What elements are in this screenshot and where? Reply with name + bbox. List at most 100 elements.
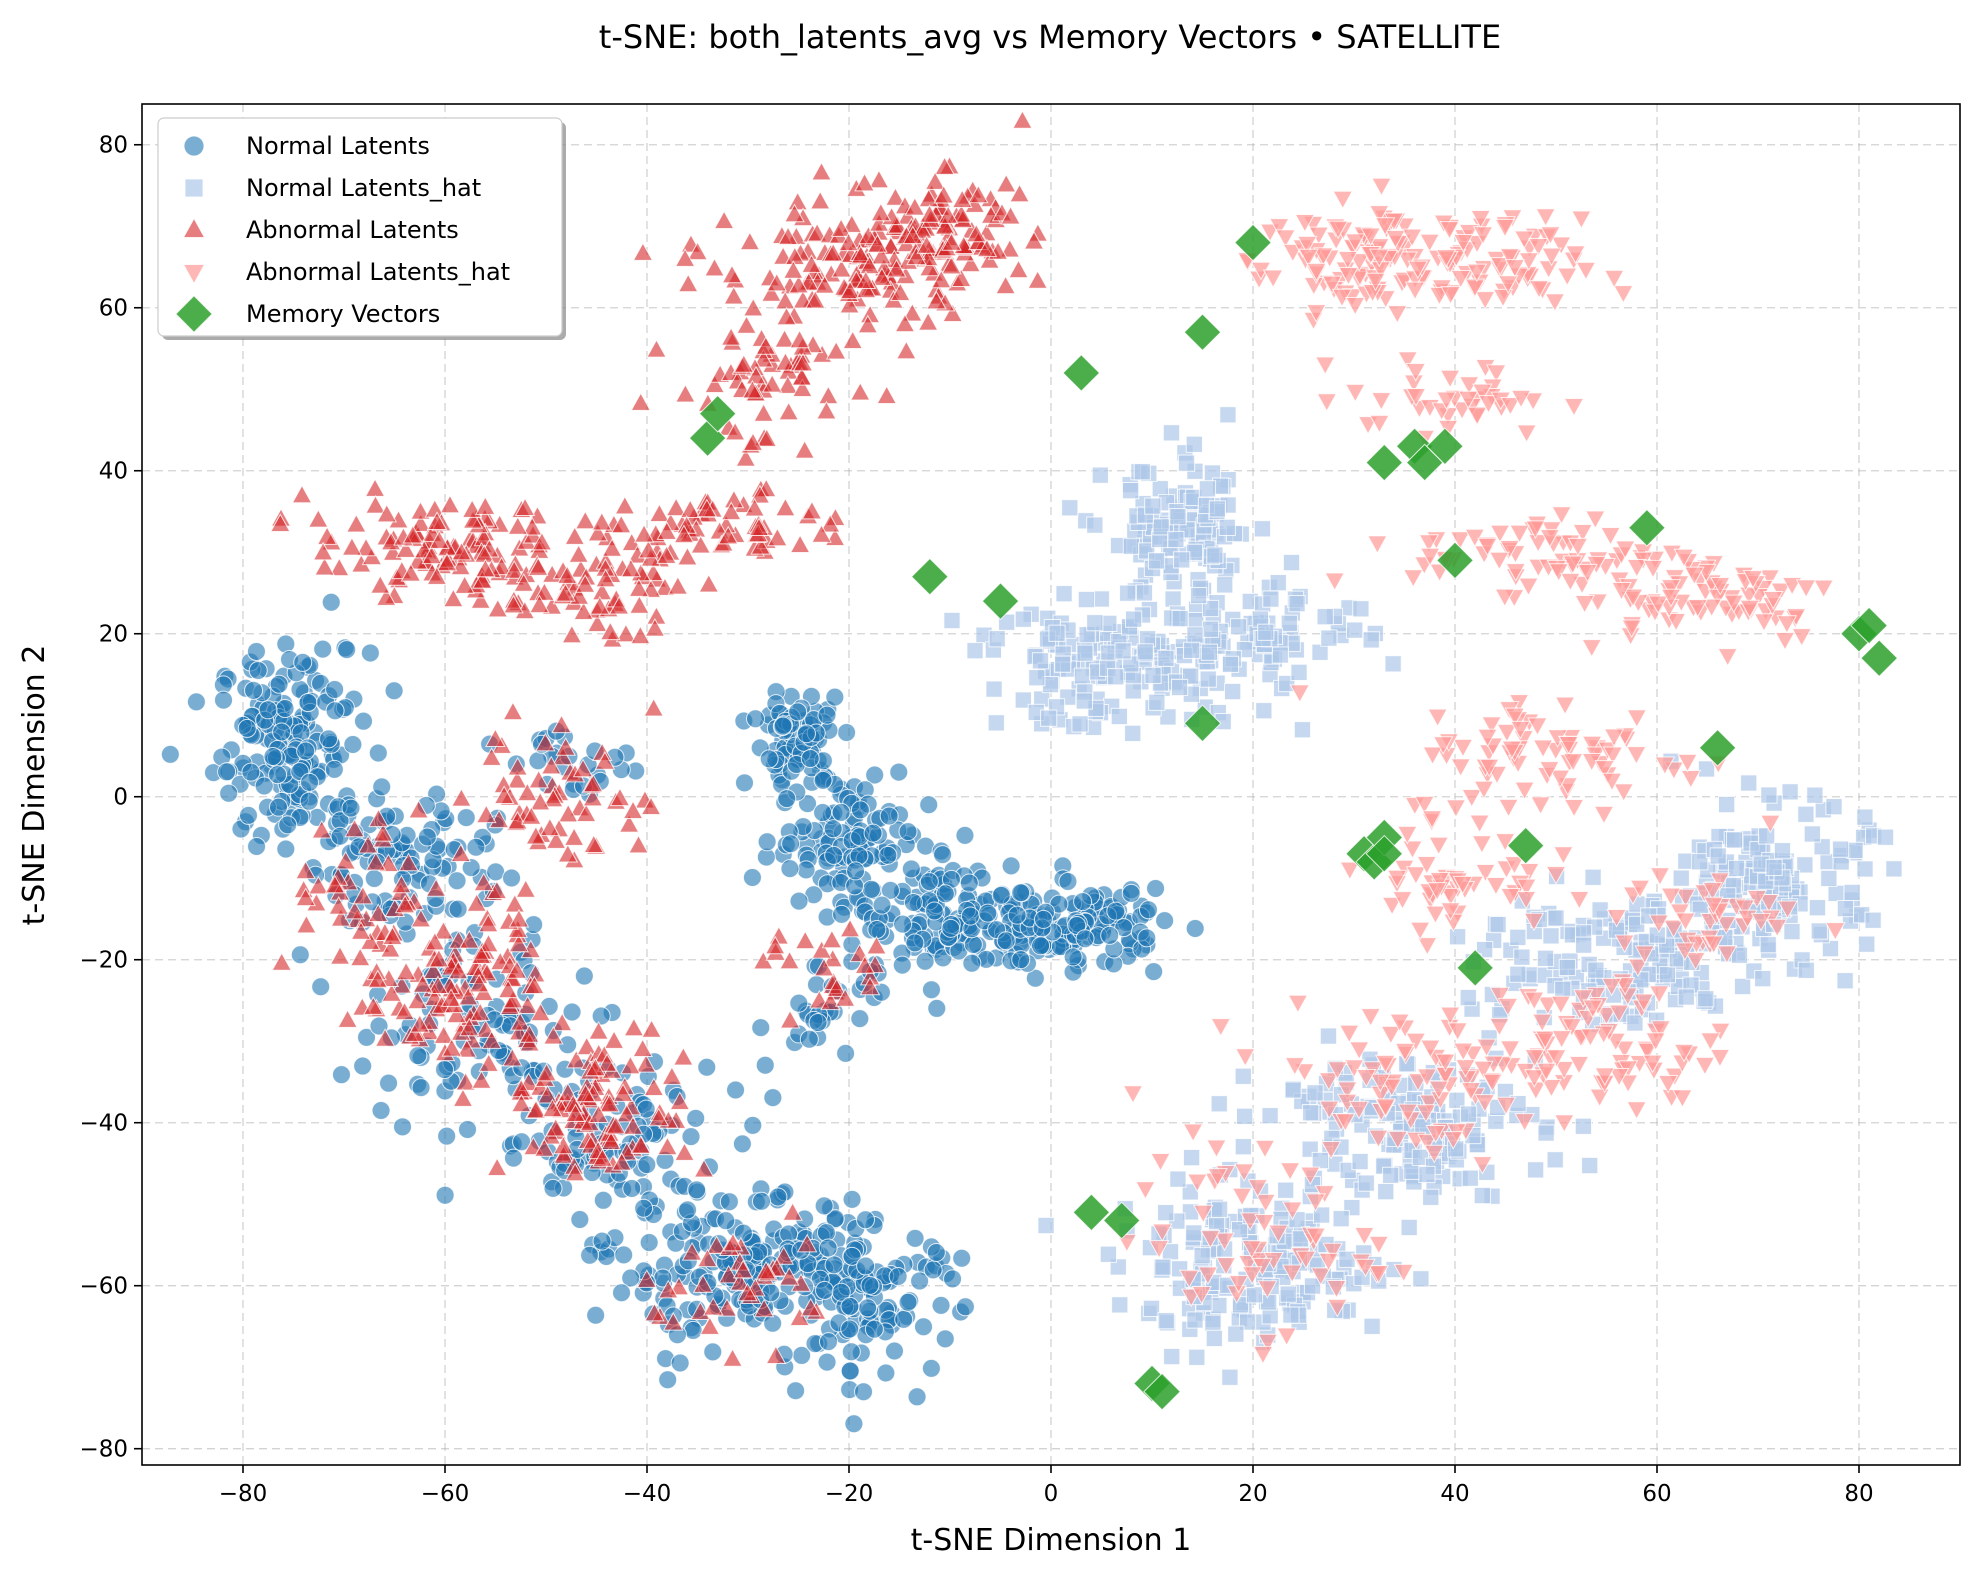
data-point <box>756 428 778 447</box>
data-point <box>1405 363 1427 382</box>
data-point <box>1061 499 1079 517</box>
data-point <box>1011 883 1031 903</box>
data-point <box>867 234 888 253</box>
data-point <box>1581 639 1603 658</box>
data-point <box>686 1108 706 1128</box>
data-point <box>517 782 538 802</box>
data-point <box>1387 305 1408 324</box>
data-point <box>840 1361 860 1381</box>
data-point <box>1614 977 1636 996</box>
data-point <box>649 503 670 523</box>
data-point <box>1806 786 1824 804</box>
data-point <box>1797 805 1815 823</box>
data-point <box>1482 1073 1503 1093</box>
data-point <box>1613 285 1634 304</box>
data-point <box>276 634 296 654</box>
data-point <box>1660 887 1682 907</box>
data-point <box>658 1370 678 1390</box>
data-point <box>1558 958 1576 977</box>
data-point <box>1510 720 1531 740</box>
data-point <box>675 383 696 403</box>
data-point <box>789 534 811 553</box>
data-point <box>628 578 650 597</box>
data-point <box>1027 270 1048 289</box>
data-point <box>572 758 594 778</box>
data-point <box>1523 912 1545 932</box>
data-point <box>1257 623 1275 641</box>
data-point <box>1820 869 1838 888</box>
data-point <box>1532 739 1554 759</box>
data-point <box>427 975 449 994</box>
legend-label: Normal Latents_hat <box>246 174 481 202</box>
data-point <box>733 354 755 373</box>
data-point <box>757 832 777 852</box>
data-point <box>594 751 616 770</box>
data-point <box>1709 872 1731 892</box>
data-point <box>935 1329 955 1349</box>
data-point <box>599 1093 620 1113</box>
data-point <box>792 378 813 398</box>
data-point <box>421 545 443 565</box>
data-point <box>558 1035 578 1055</box>
data-point <box>1836 899 1855 918</box>
data-point <box>1585 510 1606 530</box>
data-point <box>885 187 906 206</box>
data-point <box>1073 667 1092 685</box>
legend-label: Normal Latents <box>246 132 430 160</box>
data-point <box>998 613 1016 631</box>
data-point <box>1642 559 1664 579</box>
data-point <box>1727 859 1746 878</box>
data-point <box>919 257 940 277</box>
data-point <box>1541 247 1562 267</box>
data-point <box>1344 233 1366 253</box>
data-point <box>1337 1081 1358 1100</box>
data-point <box>1500 397 1521 416</box>
data-point <box>1187 1173 1208 1193</box>
data-point <box>850 800 870 820</box>
data-point <box>552 746 574 766</box>
data-point <box>1677 988 1695 1006</box>
data-point <box>1856 808 1874 826</box>
data-point <box>811 161 832 181</box>
data-point <box>716 1211 736 1231</box>
data-point <box>1357 1174 1375 1192</box>
data-point <box>1581 1156 1599 1175</box>
data-point <box>773 1246 795 1265</box>
data-point <box>1843 883 1861 902</box>
data-point <box>1124 724 1142 742</box>
data-point <box>481 1030 502 1049</box>
data-point <box>893 914 913 934</box>
data-point <box>1001 856 1021 876</box>
data-point <box>896 340 917 360</box>
data-point <box>766 272 788 292</box>
data-point <box>838 232 859 252</box>
data-point <box>722 1232 744 1252</box>
data-point <box>1626 1101 1647 1120</box>
data-point <box>1348 1100 1370 1120</box>
data-point <box>341 537 363 556</box>
data-point <box>400 562 422 582</box>
data-point <box>987 714 1005 732</box>
data-point <box>1316 608 1334 626</box>
data-point <box>860 1275 880 1295</box>
data-point <box>1647 595 1669 615</box>
data-point <box>1758 893 1780 913</box>
data-point <box>1182 1123 1204 1143</box>
data-point <box>839 280 861 300</box>
data-point <box>535 732 556 752</box>
data-point <box>807 975 827 995</box>
data-point <box>314 556 335 576</box>
data-point <box>456 1038 478 1058</box>
data-point <box>1227 1325 1245 1343</box>
data-point <box>1384 655 1402 673</box>
data-point <box>346 513 367 533</box>
data-point <box>1626 746 1647 765</box>
data-point <box>1795 579 1817 599</box>
data-point <box>1675 888 1696 908</box>
data-point <box>1155 911 1175 931</box>
data-point <box>508 908 530 928</box>
data-point <box>1674 942 1696 962</box>
data-point <box>1234 223 1272 262</box>
data-point <box>1492 288 1514 308</box>
data-point <box>1414 795 1435 815</box>
